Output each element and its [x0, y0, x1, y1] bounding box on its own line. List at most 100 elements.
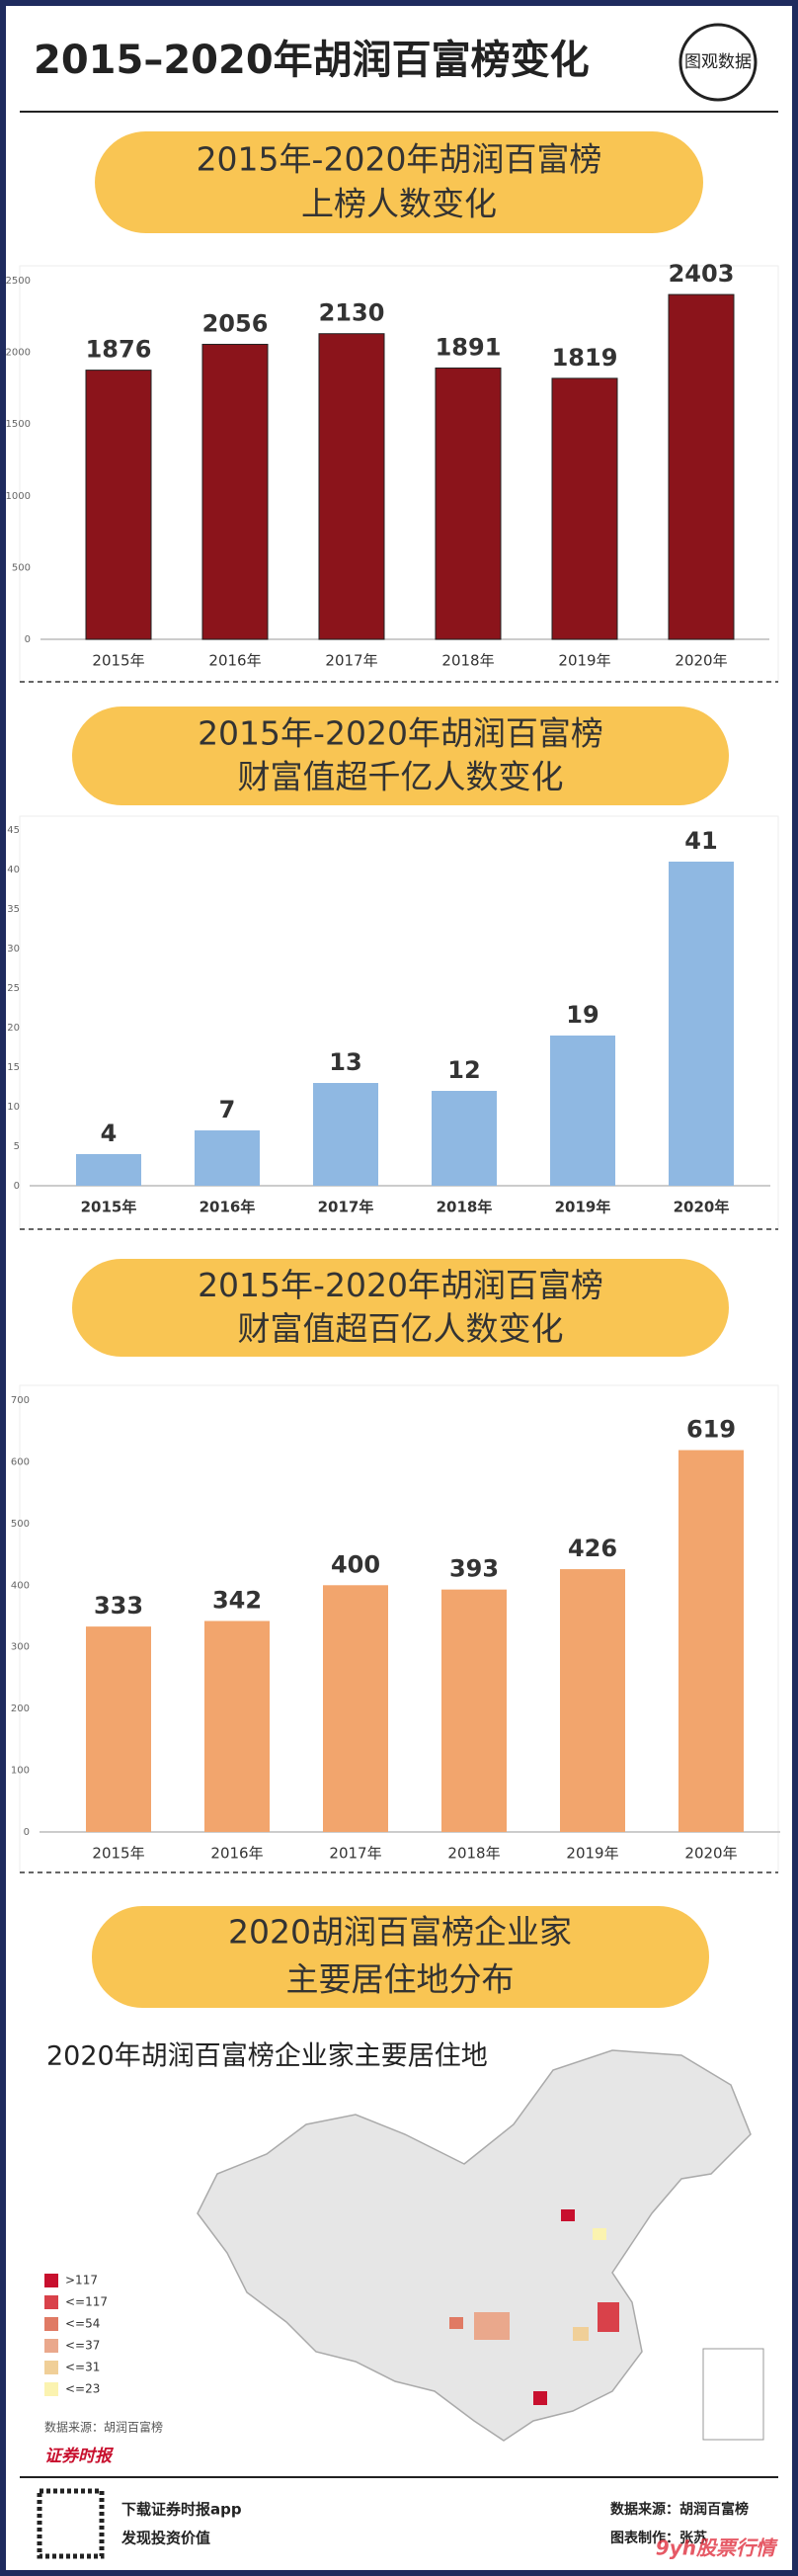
x-tick-label: 2017年: [318, 1199, 374, 1216]
qr-code: [37, 2488, 105, 2559]
value-label: 2056: [202, 309, 269, 337]
y-tick-label: 5: [14, 1141, 20, 1152]
value-label: 1891: [436, 333, 502, 361]
bar: [550, 1036, 615, 1186]
y-tick-label: 2000: [6, 348, 31, 359]
brand: 证券时报: [44, 2447, 115, 2466]
legend-swatch: [44, 2317, 58, 2331]
legend-label: <=117: [65, 2295, 108, 2309]
y-tick-label: 500: [12, 562, 31, 573]
y-tick-label: 300: [11, 1642, 30, 1653]
region: [593, 2228, 606, 2240]
y-tick-label: 0: [14, 1181, 20, 1192]
x-tick-label: 2015年: [92, 1845, 144, 1863]
bar: [441, 1589, 507, 1832]
footer-author: 图表制作：张苏: [610, 2530, 707, 2546]
bar: [85, 370, 152, 640]
y-tick-label: 40: [7, 865, 20, 875]
bar: [323, 1585, 388, 1832]
logo-text: 图观数据: [684, 52, 752, 72]
pill: [92, 1906, 709, 2008]
value-label: 2403: [669, 260, 735, 288]
legend-swatch: [44, 2339, 58, 2353]
bar: [204, 1620, 270, 1832]
y-tick-label: 30: [7, 944, 20, 955]
bar: [435, 367, 502, 640]
value-label: 619: [686, 1416, 736, 1444]
legend-label: <=54: [65, 2317, 100, 2331]
value-label: 19: [566, 1001, 598, 1029]
china-map: [197, 2049, 752, 2442]
chart-box: [19, 815, 779, 1230]
bar: [560, 1569, 625, 1832]
x-tick-label: 2020年: [674, 1199, 730, 1216]
bar: [76, 1154, 141, 1186]
value-label: 7: [219, 1096, 236, 1123]
region: [573, 2327, 589, 2341]
x-tick-label: 2017年: [329, 1845, 381, 1863]
legend-swatch: [44, 2274, 58, 2287]
x-tick-label: 2016年: [208, 652, 261, 670]
legend-label: <=37: [65, 2339, 100, 2353]
value-label: 342: [212, 1586, 262, 1614]
value-label: 426: [568, 1535, 617, 1562]
x-tick-label: 2016年: [200, 1199, 256, 1216]
y-tick-label: 600: [11, 1456, 30, 1467]
pill: [72, 1259, 729, 1357]
value-label: 1819: [552, 344, 618, 372]
value-label: 12: [447, 1056, 480, 1084]
x-tick-label: 2018年: [447, 1845, 500, 1863]
y-tick-label: 0: [24, 1827, 30, 1838]
legend-swatch: [44, 2361, 58, 2374]
y-tick-label: 35: [7, 904, 20, 915]
legend-swatch: [44, 2295, 58, 2309]
x-tick-label: 2016年: [210, 1845, 263, 1863]
section-title: 2020胡润百富榜企业家: [228, 1913, 572, 1952]
y-tick-label: 400: [11, 1580, 30, 1591]
bar: [432, 1091, 497, 1186]
pill: [95, 131, 703, 233]
y-tick-label: 2500: [6, 276, 31, 287]
map-section: 2020胡润百富榜企业家 主要居住地分布 2020年胡润百富榜企业家主要居住地 …: [44, 1906, 764, 2466]
bar: [195, 1130, 260, 1186]
inset: [702, 2348, 764, 2441]
legend-swatch: [44, 2382, 58, 2396]
legend-label: <=31: [65, 2361, 100, 2374]
footer-slogan: 发现投资价值: [120, 2530, 210, 2547]
x-tick-label: 2018年: [437, 1199, 493, 1216]
region: [598, 2302, 619, 2332]
footer-app: 下载证券时报app: [121, 2501, 242, 2519]
x-tick-label: 2019年: [566, 1845, 618, 1863]
y-tick-label: 1500: [6, 419, 31, 430]
y-tick-label: 20: [7, 1023, 20, 1034]
bar: [86, 1626, 151, 1832]
y-tick-label: 100: [11, 1766, 30, 1777]
chart-subtitle: 上榜人数变化: [301, 185, 497, 223]
y-tick-label: 700: [11, 1395, 30, 1406]
y-tick-label: 200: [11, 1703, 30, 1714]
x-tick-label: 2020年: [675, 652, 727, 670]
watermark: 9yh股票行情: [656, 2536, 778, 2560]
value-label: 2130: [319, 299, 385, 327]
pill: [72, 706, 729, 805]
legend: >117 <=117 <=54 <=37 <=31 <=23: [44, 2274, 108, 2396]
value-label: 41: [684, 827, 717, 855]
bar: [313, 1083, 378, 1186]
y-tick-label: 10: [7, 1102, 20, 1113]
bar: [668, 293, 735, 640]
y-tick-label: 1000: [6, 491, 31, 502]
chart-subtitle: 财富值超千亿人数变化: [238, 758, 564, 796]
value-label: 4: [101, 1120, 118, 1147]
chart-title: 2015年-2020年胡润百富榜: [197, 139, 602, 178]
x-tick-label: 2020年: [684, 1845, 737, 1863]
legend-label: >117: [65, 2274, 98, 2287]
map-source: 数据来源：胡润百富榜: [44, 2420, 163, 2435]
section-subtitle: 主要居住地分布: [286, 1960, 515, 1999]
y-tick-label: 15: [7, 1062, 20, 1073]
x-tick-label: 2018年: [441, 652, 494, 670]
value-label: 393: [449, 1555, 499, 1583]
